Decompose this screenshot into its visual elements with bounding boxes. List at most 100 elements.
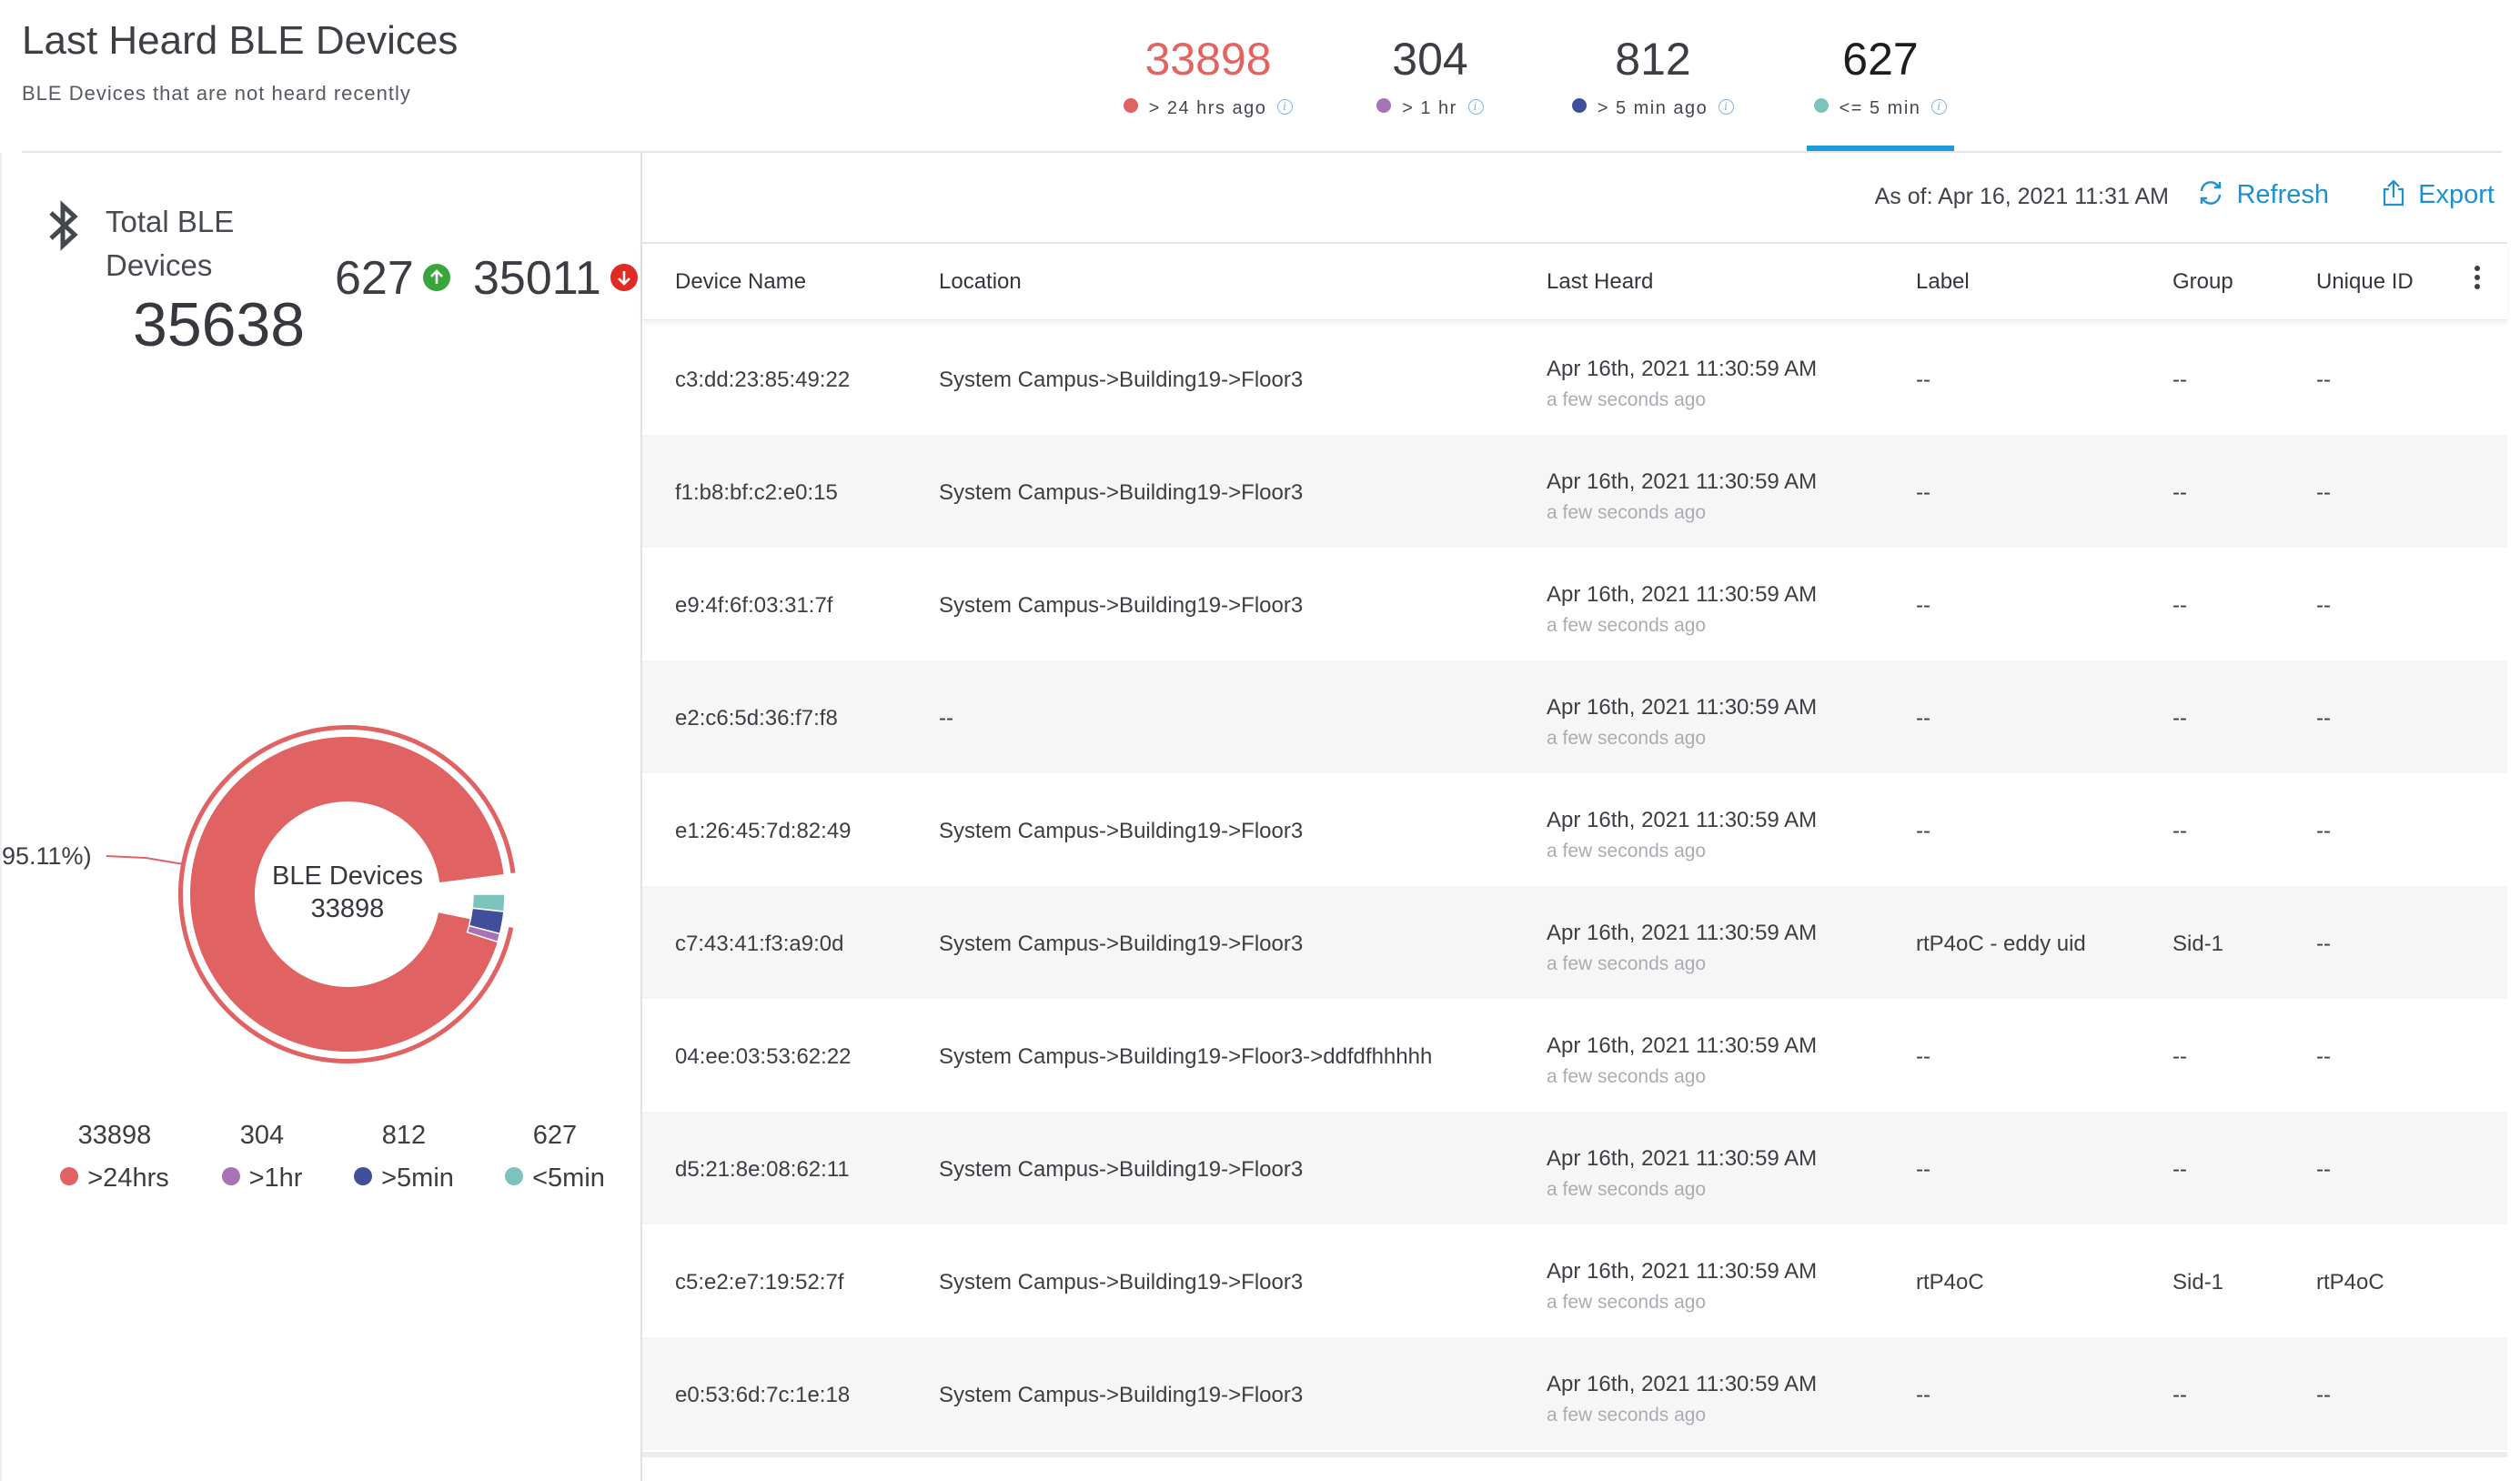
- cell-label: --: [1916, 368, 1930, 392]
- summary-value: 812: [1615, 34, 1691, 85]
- cell-device-name: c7:43:41:f3:a9:0d: [675, 932, 844, 956]
- info-icon[interactable]: i: [1277, 99, 1294, 116]
- table-row[interactable]: e1:26:45:7d:82:49 System Campus->Building…: [642, 773, 2507, 886]
- summary-tab-24hrs[interactable]: 33898 > 24 hrs ago i: [1103, 33, 1314, 155]
- legend-item-1hr[interactable]: 304 >1hr: [217, 1121, 307, 1194]
- table-row[interactable]: e0:53:6d:7c:1e:18 System Campus->Building…: [642, 1337, 2507, 1450]
- table-row[interactable]: f1:b8:bf:c2:e0:15 System Campus->Building…: [642, 435, 2507, 548]
- summary-label: > 1 hr: [1402, 98, 1457, 118]
- table-row[interactable]: e2:c6:5d:36:f7:f8 -- Apr 16th, 2021 11:30:…: [642, 660, 2507, 773]
- status-dot: [1571, 97, 1587, 113]
- column-header-label[interactable]: Label: [1916, 269, 1970, 294]
- summary-value: 33898: [1144, 34, 1272, 85]
- cell-group: --: [2172, 1383, 2187, 1407]
- table-body: c3:dd:23:85:49:22 System Campus->Building…: [642, 322, 2507, 1450]
- export-icon: [2384, 179, 2404, 207]
- column-header-location[interactable]: Location: [939, 269, 1022, 294]
- cell-unique-id: --: [2316, 932, 2331, 956]
- cell-last-heard: Apr 16th, 2021 11:30:59 AM a few seconds …: [1547, 582, 1817, 637]
- refresh-button[interactable]: Refresh: [2196, 180, 2329, 210]
- cell-label: rtP4oC: [1916, 1270, 1984, 1295]
- cell-unique-id: --: [2316, 706, 2331, 730]
- total-devices-label: Total BLE Devices: [106, 205, 235, 282]
- info-icon[interactable]: i: [1719, 99, 1735, 116]
- summary-label: > 5 min ago: [1597, 98, 1709, 118]
- legend-item-5min[interactable]: 627 <5min: [500, 1121, 610, 1194]
- table-row[interactable]: c5:e2:e7:19:52:7f System Campus->Building…: [642, 1224, 2507, 1337]
- donut-segment->24hrs[interactable]: [189, 736, 504, 1052]
- cell-location: System Campus->Building19->Floor3: [939, 368, 1304, 392]
- cell-unique-id: rtP4oC: [2316, 1270, 2384, 1295]
- cell-location: --: [939, 706, 953, 730]
- last-heard-relative: a few seconds ago: [1547, 841, 1707, 861]
- bluetooth-icon: [49, 200, 78, 251]
- donut-segment->1hr[interactable]: [466, 924, 501, 943]
- inactive-count: 35011: [473, 251, 638, 306]
- column-header-group[interactable]: Group: [2172, 269, 2233, 294]
- cell-unique-id: --: [2316, 1044, 2331, 1069]
- summary-tab-1hr[interactable]: 304 > 1 hr i: [1350, 33, 1510, 155]
- cell-location: System Campus->Building19->Floor3->ddfdf…: [939, 1044, 1433, 1069]
- cell-unique-id: --: [2316, 1383, 2331, 1407]
- cell-group: --: [2172, 368, 2187, 392]
- column-header-last-heard[interactable]: Last Heard: [1547, 269, 1654, 294]
- cell-group: --: [2172, 819, 2187, 843]
- cell-last-heard: Apr 16th, 2021 11:30:59 AM a few seconds …: [1547, 808, 1817, 862]
- summary-tab-5min-ago[interactable]: 812 > 5 min ago i: [1548, 33, 1758, 155]
- active-count: 627: [335, 251, 450, 306]
- legend-dot: [354, 1167, 373, 1186]
- donut-chart: 95.11%) BLE Devices 33898: [2, 724, 516, 1063]
- column-header-device-name[interactable]: Device Name: [675, 269, 807, 294]
- cell-location: System Campus->Building19->Floor3: [939, 593, 1304, 618]
- table-row[interactable]: d5:21:8e:08:62:11 System Campus->Building…: [642, 1112, 2507, 1224]
- column-options-icon[interactable]: [2473, 266, 2482, 293]
- summary-tab-5min[interactable]: 627 <= 5 min i: [1807, 33, 1954, 155]
- cell-location: System Campus->Building19->Floor3: [939, 1270, 1304, 1295]
- cell-last-heard: Apr 16th, 2021 11:30:59 AM a few seconds …: [1547, 1146, 1817, 1201]
- page-subtitle: BLE Devices that are not heard recently: [22, 82, 411, 105]
- table-row[interactable]: c7:43:41:f3:a9:0d System Campus->Building…: [642, 886, 2507, 999]
- cell-group: --: [2172, 1157, 2187, 1182]
- table-row[interactable]: c3:dd:23:85:49:22 System Campus->Building…: [642, 322, 2507, 435]
- info-icon[interactable]: i: [1931, 99, 1948, 116]
- legend-item-24hrs[interactable]: 33898 >24hrs: [60, 1121, 169, 1194]
- cell-device-name: e2:c6:5d:36:f7:f8: [675, 706, 838, 730]
- cell-device-name: e0:53:6d:7c:1e:18: [675, 1383, 851, 1407]
- cell-location: System Campus->Building19->Floor3: [939, 819, 1304, 843]
- info-icon[interactable]: i: [1467, 99, 1484, 116]
- cell-device-name: e9:4f:6f:03:31:7f: [675, 593, 833, 618]
- export-button[interactable]: Export: [2380, 179, 2495, 210]
- last-heard-time: Apr 16th, 2021 11:30:59 AM: [1547, 1033, 1818, 1058]
- last-heard-relative: a few seconds ago: [1547, 953, 1707, 974]
- cell-label: --: [1916, 1383, 1930, 1407]
- cell-group: --: [2172, 706, 2187, 730]
- last-heard-relative: a few seconds ago: [1547, 615, 1707, 636]
- summary-panel: Total BLE Devices 35638 627 35011 95.11%…: [0, 153, 642, 1481]
- last-heard-relative: a few seconds ago: [1547, 1066, 1707, 1087]
- last-heard-relative: a few seconds ago: [1547, 1292, 1707, 1313]
- table-row[interactable]: 04:ee:03:53:62:22 System Campus->Building…: [642, 999, 2507, 1112]
- cell-device-name: 04:ee:03:53:62:22: [675, 1044, 852, 1069]
- status-dot: [1376, 97, 1392, 113]
- cell-group: --: [2172, 593, 2187, 618]
- column-header-unique-id[interactable]: Unique ID: [2316, 269, 2414, 294]
- header-divider: [22, 151, 2502, 153]
- last-heard-relative: a few seconds ago: [1547, 728, 1707, 749]
- cell-device-name: c5:e2:e7:19:52:7f: [675, 1270, 844, 1295]
- callout-label: 95.11%): [2, 842, 92, 870]
- last-heard-relative: a few seconds ago: [1547, 1405, 1707, 1426]
- last-heard-time: Apr 16th, 2021 11:30:59 AM: [1547, 695, 1818, 720]
- legend-item-5min-ago[interactable]: 812 >5min: [349, 1121, 459, 1194]
- last-heard-time: Apr 16th, 2021 11:30:59 AM: [1547, 921, 1818, 945]
- donut-center-value: 33898: [311, 894, 385, 923]
- total-devices-value: 35638: [133, 290, 306, 359]
- cell-label: --: [1916, 1044, 1930, 1069]
- last-heard-time: Apr 16th, 2021 11:30:59 AM: [1547, 1259, 1818, 1284]
- table-row[interactable]: e9:4f:6f:03:31:7f System Campus->Building…: [642, 548, 2507, 660]
- refresh-icon: [2201, 181, 2222, 206]
- cell-location: System Campus->Building19->Floor3: [939, 932, 1304, 956]
- cell-device-name: d5:21:8e:08:62:11: [675, 1157, 850, 1182]
- table-toolbar: As of: Apr 16, 2021 11:31 AM Refresh Exp…: [642, 153, 2507, 244]
- cell-last-heard: Apr 16th, 2021 11:30:59 AM a few seconds …: [1547, 1259, 1817, 1314]
- cell-group: Sid-1: [2172, 1270, 2224, 1295]
